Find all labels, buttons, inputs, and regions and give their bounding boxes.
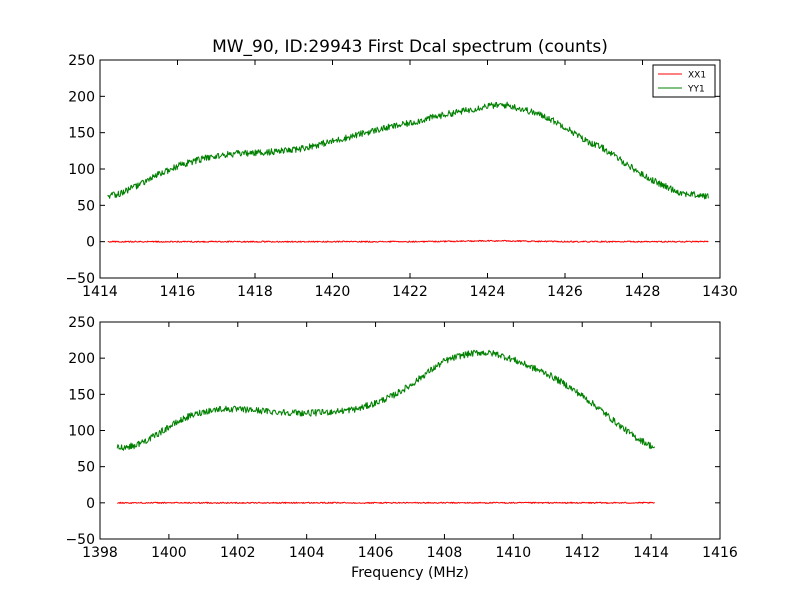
series-line-xx1 [117, 501, 655, 504]
x-tick-label: 1412 [564, 545, 600, 561]
series-group [107, 101, 709, 243]
x-tick-label: 1410 [496, 545, 532, 561]
x-tick-label: 1400 [151, 545, 187, 561]
x-tick-label: 1406 [358, 545, 394, 561]
axes-frame [99, 59, 721, 279]
y-tick-label: 200 [68, 89, 95, 105]
y-tick-label: 150 [68, 387, 95, 403]
x-tick-label: 1430 [702, 284, 738, 300]
series-line-yy1 [116, 349, 656, 451]
legend-label-xx1: XX1 [688, 71, 706, 81]
y-tick-label: 0 [86, 496, 95, 512]
chart-title: MW_90, ID:29943 First Dcal spectrum (cou… [212, 37, 608, 57]
y-tick-label: 250 [68, 315, 95, 331]
y-tick-label: −50 [65, 532, 95, 548]
series-line-xx1 [107, 239, 709, 243]
x-axis-label: Frequency (MHz) [351, 565, 469, 581]
top-subplot: 1414 1416 1418 1420 1422 1424 1426 1428 1430 −50 0… [65, 53, 737, 300]
x-tick-label: 1416 [160, 284, 196, 300]
x-tick-label: 1426 [547, 284, 583, 300]
legend-box [652, 64, 716, 98]
series-line-yy1 [107, 101, 709, 200]
y-tick-label: 50 [77, 460, 95, 476]
bottom-subplot: 1398 1400 1402 1404 1406 1408 1410 1412 1414 1416… [65, 315, 737, 561]
x-tick-label: 1398 [82, 545, 118, 561]
x-tick-label: 1402 [220, 545, 256, 561]
y-tick-label: 100 [68, 162, 95, 178]
x-tick-label: 1404 [289, 545, 325, 561]
plot-area [100, 60, 720, 278]
y-tick-label: 50 [77, 198, 95, 214]
axes-frame [99, 321, 721, 540]
x-tick-label: 1416 [702, 545, 738, 561]
y-tick-label: 0 [86, 235, 95, 251]
legend-label-yy1: YY1 [687, 85, 705, 95]
x-tick-label: 1414 [633, 545, 669, 561]
x-tick-label: 1424 [470, 284, 506, 300]
y-tick-label: −50 [65, 271, 95, 287]
x-tick-label: 1418 [237, 284, 273, 300]
x-tick-label: 1408 [427, 545, 463, 561]
y-tick-label: 150 [68, 126, 95, 142]
x-tick-label: 1428 [625, 284, 661, 300]
y-tick-label: 200 [68, 351, 95, 367]
x-tick-label: 1420 [315, 284, 351, 300]
series-group [116, 349, 656, 504]
y-tick-label: 250 [68, 53, 95, 69]
x-tick-label: 1414 [82, 284, 118, 300]
x-tick-label: 1422 [392, 284, 428, 300]
y-tick-label: 100 [68, 424, 95, 440]
